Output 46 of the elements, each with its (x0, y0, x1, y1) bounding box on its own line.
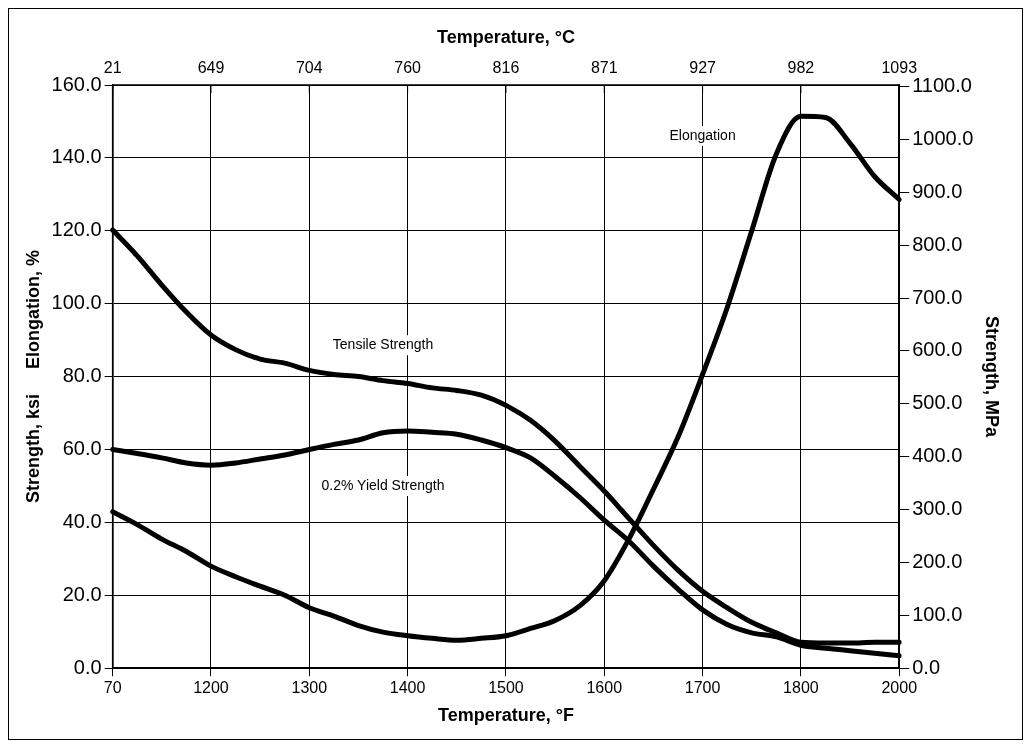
y-tick-label: 0.0 (73, 655, 102, 678)
y2-tick-label: 900.0 (912, 179, 963, 202)
y2-tick-label: 1000.0 (912, 126, 974, 149)
y2-tick-label: 600.0 (912, 338, 963, 361)
y2-tick-label: 200.0 (912, 549, 963, 572)
text: 1093 (881, 59, 918, 77)
y2-tick-label: 100.0 (912, 602, 963, 625)
y-tick-label: 140.0 (51, 145, 102, 168)
x-tick-label: 1500 (488, 679, 524, 697)
text: 982 (787, 59, 815, 77)
text: 760 (394, 59, 422, 77)
y2-tick-label: 1100.0 (912, 74, 972, 97)
x-tick-label: 1600 (586, 679, 623, 697)
y-tick-label: 60.0 (62, 437, 102, 460)
y2-axis-title: Strength, MPa (982, 316, 1003, 439)
y2-tick-label: 500.0 (912, 391, 963, 414)
x-tick-label: 1700 (684, 679, 721, 697)
y2-tick-label: 700.0 (912, 285, 963, 308)
y-tick-label: 120.0 (51, 218, 102, 241)
series-label: Tensile Strength (332, 336, 434, 353)
text: 21 (103, 59, 122, 77)
x-tick-label: 1200 (193, 679, 229, 697)
text: 871 (590, 59, 618, 77)
y-tick-label: 80.0 (62, 364, 102, 387)
text: Elongation (669, 126, 736, 143)
y-tick-label: 20.0 (62, 582, 102, 605)
y2-tick-label: 800.0 (912, 232, 963, 255)
y-tick-label: 40.0 (62, 509, 102, 532)
y-tick-label: 160.0 (51, 72, 102, 95)
x2-axis-title: Temperature, °C (436, 26, 575, 47)
x-tick-label: 1800 (783, 679, 819, 697)
y2-tick-label: 0.0 (912, 655, 941, 678)
x-tick-label: 2000 (881, 679, 918, 697)
x-tick-label: 1400 (389, 679, 426, 697)
text: 0.2% Yield Strength (321, 476, 445, 493)
x-tick-label: 70 (103, 679, 122, 697)
text: 927 (689, 59, 717, 77)
y2-tick-label: 300.0 (912, 497, 963, 520)
y-axis-title: Strength, ksi Elongation, % (22, 250, 43, 504)
y-tick-label: 100.0 (51, 291, 102, 314)
text: 704 (295, 59, 323, 77)
x-tick-label: 1300 (291, 679, 328, 697)
y2-tick-label: 400.0 (912, 444, 963, 467)
text: 649 (197, 59, 225, 77)
text: 816 (492, 59, 520, 77)
x-axis-title: Temperature, °F (437, 705, 574, 726)
